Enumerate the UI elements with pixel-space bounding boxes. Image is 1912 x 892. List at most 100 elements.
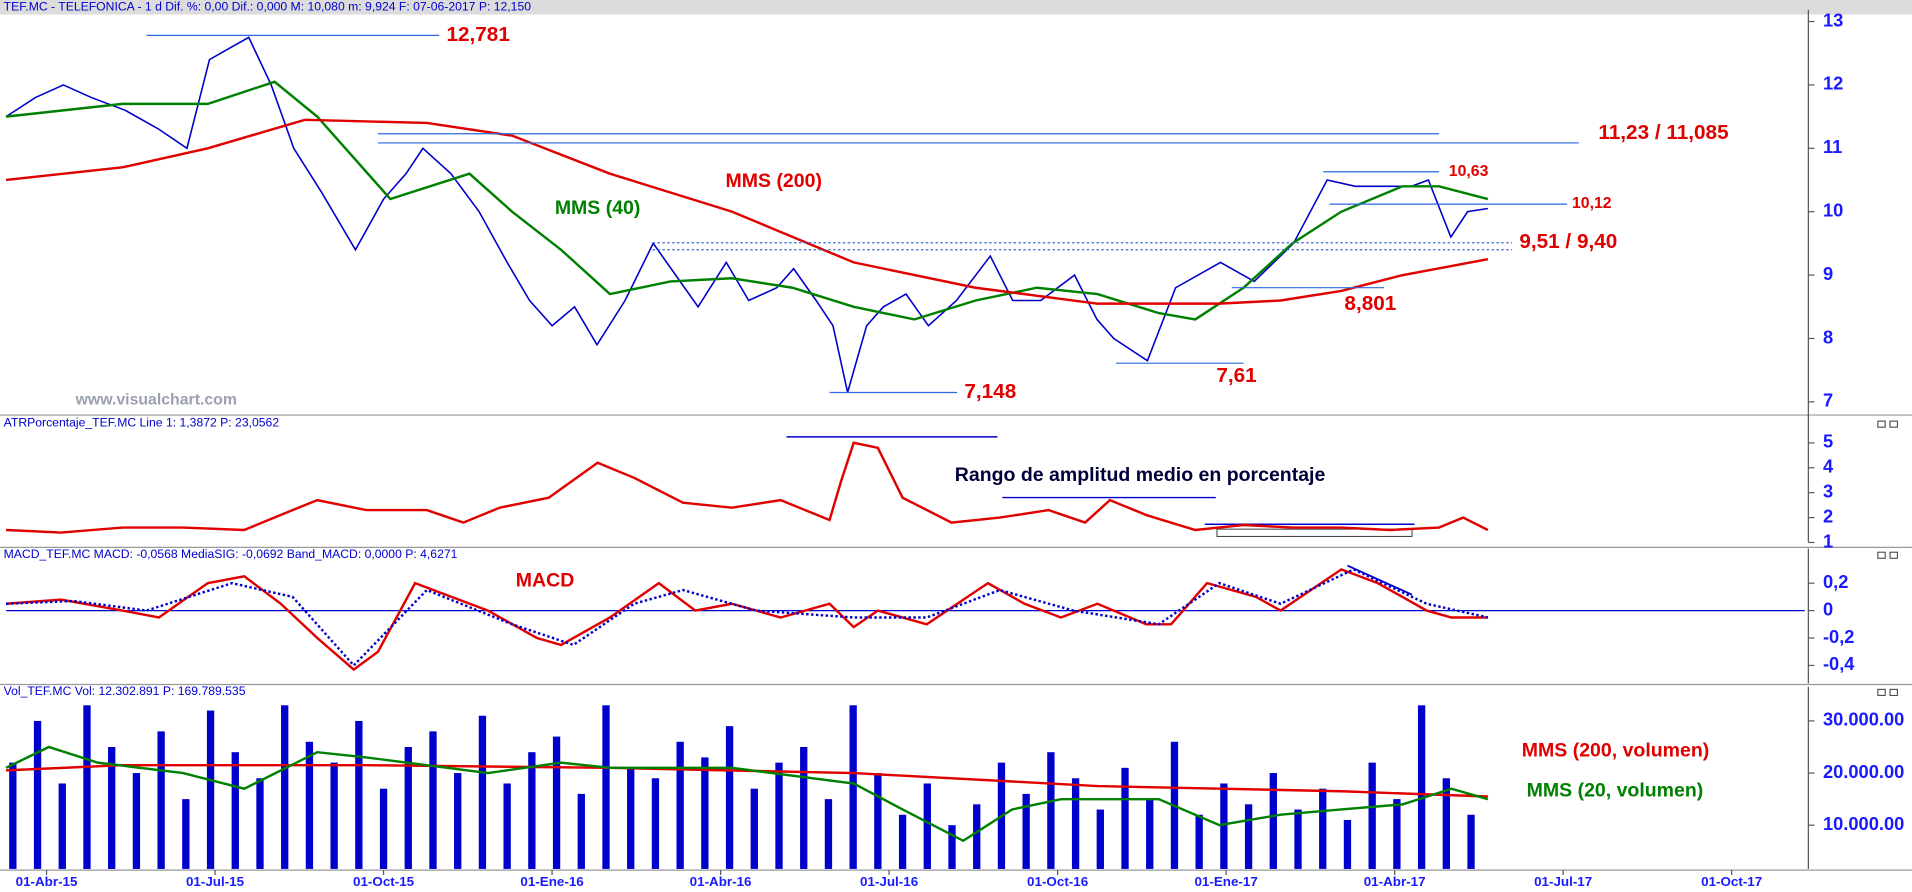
y-tick-label: 4 xyxy=(1823,456,1834,477)
series-line xyxy=(5,36,1489,393)
level-label: 7,148 xyxy=(964,380,1016,403)
volume-bar xyxy=(454,773,462,869)
volume-bar xyxy=(1368,762,1376,869)
macd-trend-line xyxy=(1347,564,1413,596)
volume-bar xyxy=(1047,752,1055,869)
volume-bar xyxy=(9,762,17,869)
volume-bar xyxy=(1121,767,1129,869)
volume-bar xyxy=(157,731,165,869)
volume-bar xyxy=(725,726,734,869)
volume-bar xyxy=(651,778,660,869)
watermark: www.visualchart.com xyxy=(75,392,237,409)
volume-bar xyxy=(948,825,956,869)
level-label: 11,23 / 11,085 xyxy=(1598,121,1728,144)
level-label: 10,63 xyxy=(1449,163,1489,180)
series-label: MMS (40) xyxy=(555,197,641,219)
x-tick-label: 01-Abr-16 xyxy=(690,874,752,889)
series-line xyxy=(5,745,1489,843)
volume-bar xyxy=(1417,705,1426,869)
y-tick-label: 13 xyxy=(1823,9,1843,30)
volume-bar xyxy=(478,715,487,869)
y-tick-label: 8 xyxy=(1823,326,1833,347)
volume-bar xyxy=(1022,793,1030,869)
volume-bar xyxy=(1467,814,1475,869)
y-tick-label: 11 xyxy=(1823,136,1842,157)
volume-bar xyxy=(1071,778,1080,869)
y-tick-label: 3 xyxy=(1823,481,1833,502)
volume-bar xyxy=(1244,804,1253,869)
series-line xyxy=(6,763,1488,798)
volume-bar xyxy=(83,705,91,869)
volume-bar xyxy=(404,746,412,869)
y-tick-label: 12 xyxy=(1823,73,1843,94)
y-tick-label: 9 xyxy=(1823,263,1833,284)
volume-bar xyxy=(281,705,289,869)
level-label: 10,12 xyxy=(1572,195,1612,212)
volume-bar xyxy=(898,814,907,869)
volume-bar xyxy=(182,799,190,869)
volume-bar xyxy=(1096,809,1104,869)
volume-bar xyxy=(355,720,363,869)
y-tick-label: 0 xyxy=(1823,598,1833,619)
window-buttons[interactable] xyxy=(1877,420,1898,696)
volume-bar xyxy=(305,741,314,869)
x-tick-label: 01-Jul-16 xyxy=(860,874,918,889)
volume-bar xyxy=(676,741,684,869)
series-label: MMS (200, volumen) xyxy=(1522,739,1709,761)
level-label: 9,51 / 9,40 xyxy=(1519,230,1617,253)
panel-title: MACD_TEF.MC MACD: -0,0568 MediaSIG: -0,0… xyxy=(4,547,458,561)
series-label: MMS (200) xyxy=(726,170,822,192)
level-label: 12,781 xyxy=(446,23,509,46)
y-tick-label: 10.000.00 xyxy=(1823,813,1904,834)
series-line xyxy=(6,568,1488,672)
volume-bar xyxy=(132,773,141,869)
volume-bar xyxy=(231,752,239,869)
volume-bar xyxy=(577,793,585,869)
annotation: Rango de amplitud medio en porcentaje xyxy=(955,464,1326,486)
x-tick-label: 01-Ene-17 xyxy=(1194,874,1257,889)
panel-title: ATRPorcentaje_TEF.MC Line 1: 1,3872 P: 2… xyxy=(4,416,280,430)
x-tick-label: 01-Oct-15 xyxy=(353,874,415,889)
volume-bar xyxy=(552,736,561,869)
x-tick-label: 01-Ene-16 xyxy=(520,874,583,889)
series-line xyxy=(6,441,1489,534)
y-tick-label: 1 xyxy=(1823,530,1833,551)
volume-bar xyxy=(528,752,536,869)
y-tick-label: 10 xyxy=(1823,200,1843,221)
volume-bar xyxy=(602,705,610,869)
x-tick-label: 01-Oct-17 xyxy=(1701,874,1762,889)
volume-bar xyxy=(503,783,511,869)
volume-bar xyxy=(429,731,437,869)
series-label: MMS (20, volumen) xyxy=(1527,779,1704,801)
volume-bar xyxy=(206,710,215,869)
volume-bar xyxy=(1220,783,1228,869)
x-tick-label: 01-Jul-15 xyxy=(186,874,245,889)
volume-bar xyxy=(1343,819,1352,869)
volume-bar xyxy=(330,762,338,869)
y-tick-label: 2 xyxy=(1823,505,1833,526)
y-tick-label: 7 xyxy=(1823,390,1833,411)
volume-bar xyxy=(1195,814,1203,869)
volume-bar xyxy=(627,767,635,869)
series-line xyxy=(5,118,1489,305)
y-tick-label: 20.000.00 xyxy=(1823,761,1904,782)
volume-bar xyxy=(1442,778,1450,869)
level-label: 7,61 xyxy=(1216,364,1256,387)
volume-bar xyxy=(701,757,709,869)
y-tick-label: -0,2 xyxy=(1823,626,1854,647)
volume-bar xyxy=(800,746,808,869)
x-tick-label: 01-Oct-16 xyxy=(1027,874,1088,889)
level-label: 8,801 xyxy=(1344,292,1396,315)
volume-bar xyxy=(1393,799,1401,869)
volume-bar xyxy=(824,799,833,869)
volume-bar xyxy=(849,705,857,869)
volume-bar xyxy=(108,746,116,869)
volume-bar xyxy=(923,783,931,869)
volume-bar xyxy=(1319,788,1327,869)
volume-bar xyxy=(874,773,882,869)
volume-bar xyxy=(256,778,264,869)
volume-bar xyxy=(33,720,42,869)
volume-bar xyxy=(1294,809,1302,869)
